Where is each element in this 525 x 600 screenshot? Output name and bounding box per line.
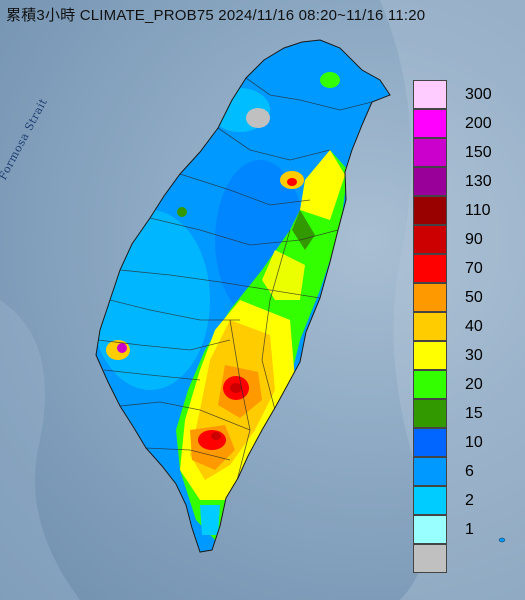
legend-swatch bbox=[413, 399, 447, 428]
legend-label: 1 bbox=[465, 521, 474, 538]
legend-swatch bbox=[413, 225, 447, 254]
legend-label: 15 bbox=[465, 405, 483, 422]
legend-swatch bbox=[413, 283, 447, 312]
legend-swatch bbox=[413, 457, 447, 486]
map-title: 累積3小時 CLIMATE_PROB75 2024/11/16 08:20~11… bbox=[6, 7, 426, 24]
legend-swatch bbox=[413, 109, 447, 138]
legend-swatch bbox=[413, 138, 447, 167]
legend-label: 70 bbox=[465, 260, 483, 277]
legend-label: 6 bbox=[465, 463, 474, 480]
legend-label: 150 bbox=[465, 144, 492, 161]
legend-label: 40 bbox=[465, 318, 483, 335]
legend-label: 20 bbox=[465, 376, 483, 393]
legend-label: 200 bbox=[465, 115, 492, 132]
legend-swatch bbox=[413, 80, 447, 109]
legend-swatch bbox=[413, 254, 447, 283]
legend-label: 10 bbox=[465, 434, 483, 451]
legend-swatch bbox=[413, 196, 447, 225]
legend-swatch bbox=[413, 370, 447, 399]
legend-label: 50 bbox=[465, 289, 483, 306]
legend-swatch bbox=[413, 312, 447, 341]
legend-label: 300 bbox=[465, 86, 492, 103]
legend-swatch bbox=[413, 428, 447, 457]
legend-label: 110 bbox=[465, 202, 491, 219]
legend-swatch bbox=[413, 515, 447, 544]
legend-swatch bbox=[413, 544, 447, 573]
legend-label: 90 bbox=[465, 231, 483, 248]
legend-swatch bbox=[413, 167, 447, 196]
legend-label: 30 bbox=[465, 347, 483, 364]
legend-swatch bbox=[413, 341, 447, 370]
legend-label: 2 bbox=[465, 492, 474, 509]
legend-label: 130 bbox=[465, 173, 492, 190]
legend-swatch bbox=[413, 486, 447, 515]
